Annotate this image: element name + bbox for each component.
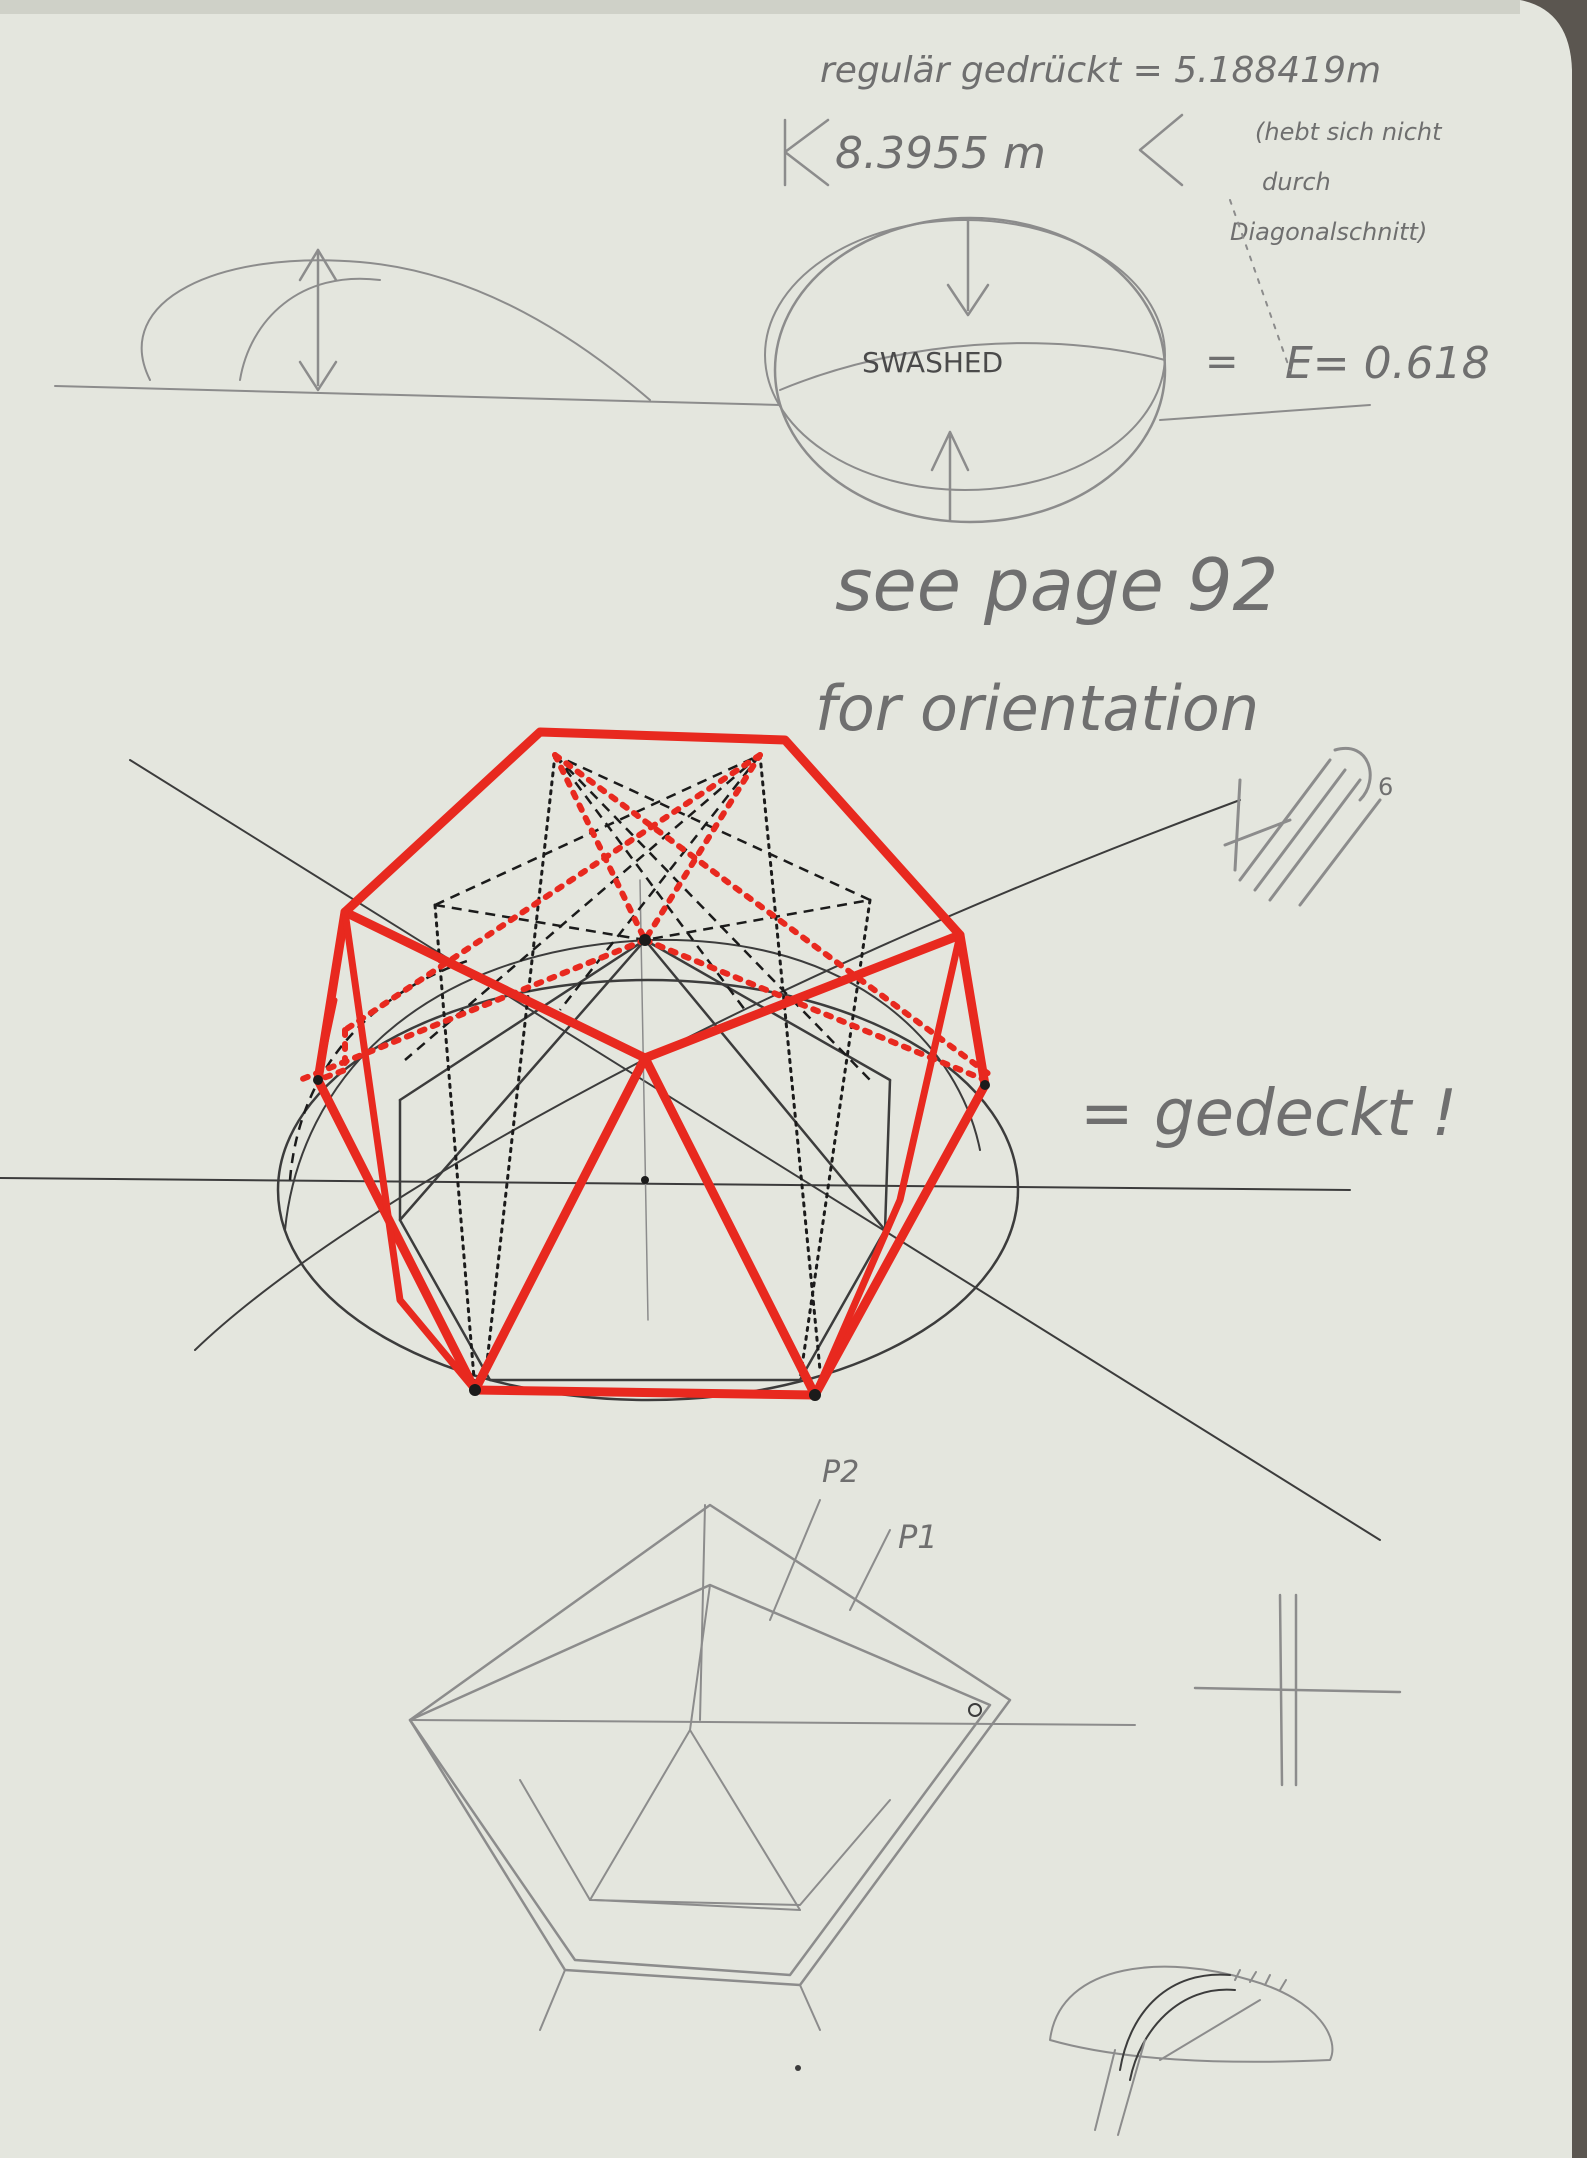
vertex-bottom-left <box>469 1384 481 1396</box>
fraction-superscript: 6 <box>1378 773 1393 801</box>
equals-sign: = <box>1205 339 1239 385</box>
vertex-right <box>980 1080 990 1090</box>
label-p2: P2 <box>822 1455 859 1490</box>
small-dome-sketch <box>795 1965 1334 2136</box>
vertex-bottom-right <box>809 1389 821 1401</box>
pentagon-sketch: P2 P1 <box>408 1455 1136 2031</box>
width-dimension: 8.3955 m <box>783 113 1184 187</box>
vertex-center <box>641 1176 649 1184</box>
swashed-label: SWASHED <box>862 346 1003 379</box>
result-note: = gedeckt ! <box>1080 1077 1457 1151</box>
swashed-sphere-sketch: SWASHED = E= 0.618 <box>764 199 1490 524</box>
fraction-scribble: 6 <box>1223 746 1393 907</box>
construction-lines <box>0 759 1381 1541</box>
note-parenthetical-1: (hebt sich nicht <box>1255 118 1443 146</box>
vertex-top <box>639 934 651 946</box>
orientation-note: for orientation <box>815 672 1259 745</box>
note-parenthetical-2: durch <box>1262 168 1331 196</box>
geodesic-dome-drawing <box>276 727 1020 1402</box>
note-parenthetical-3: Diagonalschnitt) <box>1230 218 1427 246</box>
ratio-label: E= 0.618 <box>1285 338 1490 389</box>
dome-profile-sketch <box>54 248 781 406</box>
vertex-left <box>313 1075 323 1085</box>
label-p1: P1 <box>898 1518 938 1556</box>
paper-shadow-top <box>0 0 1520 14</box>
width-label: 8.3955 m <box>835 128 1046 179</box>
cross-sketch <box>1193 1593 1402 1787</box>
see-page-note: see page 92 <box>835 543 1278 627</box>
note-pressed-height: regulär gedrückt = 5.188419m <box>820 50 1381 91</box>
